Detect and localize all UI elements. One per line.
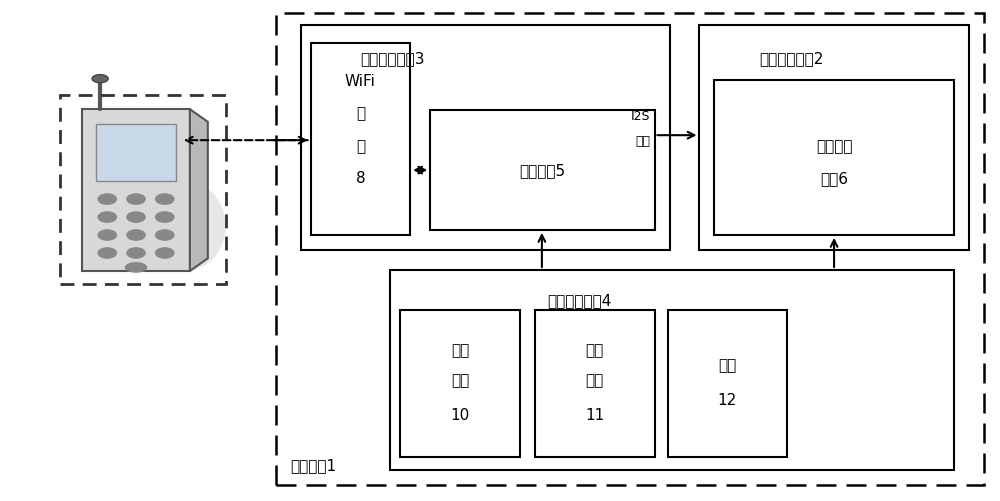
Bar: [311, 44, 410, 235]
Text: 電子標簽電路2: 電子標簽電路2: [759, 51, 824, 66]
Ellipse shape: [126, 212, 146, 223]
Text: 定位電子: 定位電子: [816, 138, 852, 153]
Text: 接口轉換電路3: 接口轉換電路3: [360, 51, 425, 66]
Bar: [535, 310, 655, 457]
Ellipse shape: [155, 212, 175, 223]
Text: 8: 8: [356, 171, 365, 186]
Bar: [668, 310, 787, 457]
Text: 12: 12: [718, 392, 737, 407]
Text: 標簽6: 標簽6: [820, 171, 848, 186]
Ellipse shape: [92, 76, 108, 84]
Bar: [301, 26, 670, 250]
Ellipse shape: [97, 212, 117, 223]
Ellipse shape: [155, 230, 175, 241]
Text: 10: 10: [450, 407, 470, 422]
Ellipse shape: [145, 182, 226, 272]
Text: I2S: I2S: [631, 110, 651, 122]
Bar: [60, 96, 226, 284]
Text: 11: 11: [585, 407, 604, 422]
Ellipse shape: [97, 230, 117, 241]
Text: 充電: 充電: [451, 343, 469, 358]
Text: 主控芯片5: 主控芯片5: [519, 163, 565, 178]
Bar: [96, 124, 176, 182]
Bar: [390, 271, 954, 470]
Bar: [276, 14, 984, 484]
Text: 電路: 電路: [451, 373, 469, 388]
Text: 電路: 電路: [586, 373, 604, 388]
Ellipse shape: [155, 194, 175, 205]
Text: 防護外殼1: 防護外殼1: [291, 457, 337, 472]
Bar: [400, 310, 520, 457]
Bar: [430, 111, 655, 230]
Text: 電池: 電池: [718, 358, 736, 373]
Ellipse shape: [126, 247, 146, 260]
Text: 電源供電電路4: 電源供電電路4: [548, 293, 612, 308]
PathPatch shape: [82, 110, 190, 272]
Bar: [714, 81, 954, 235]
PathPatch shape: [190, 110, 208, 272]
Ellipse shape: [125, 263, 147, 273]
Ellipse shape: [97, 247, 117, 260]
Text: 塊: 塊: [356, 138, 365, 153]
Bar: [699, 26, 969, 250]
Ellipse shape: [126, 194, 146, 205]
Ellipse shape: [97, 194, 117, 205]
Text: 穩壓: 穩壓: [586, 343, 604, 358]
Text: 模: 模: [356, 106, 365, 121]
Text: 接口: 接口: [636, 134, 651, 147]
Ellipse shape: [155, 247, 175, 260]
Text: WiFi: WiFi: [345, 74, 376, 89]
Ellipse shape: [126, 230, 146, 241]
